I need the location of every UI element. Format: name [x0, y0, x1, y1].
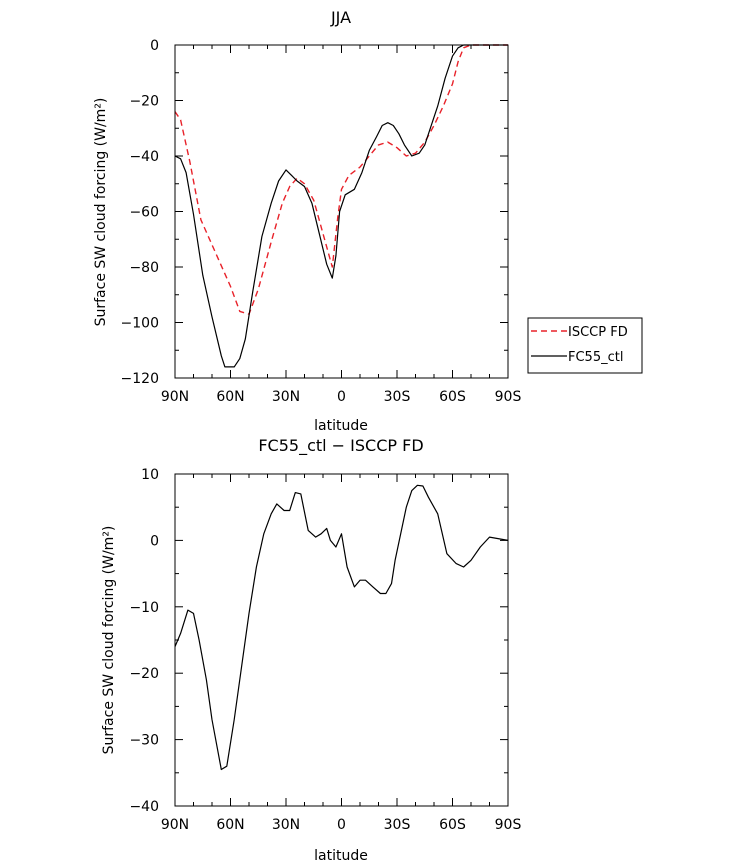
series-line-difference — [174, 484, 509, 771]
series-line-fc55-ctl — [174, 44, 508, 368]
top-chart-plot-frame — [174, 44, 509, 379]
y-tick-label: −30 — [129, 733, 159, 749]
y-tick-label: −80 — [129, 260, 159, 276]
bottom-chart-title: FC55_ctl − ISCCP FD — [258, 436, 423, 456]
x-tick-label: 30N — [272, 389, 300, 405]
y-tick-label: −10 — [129, 600, 159, 616]
y-tick-label: −120 — [121, 371, 159, 387]
top-chart-ticks: 90N 60N 30N 0 30S 60S 90S 0 −20 −40 −60 −80 −100 −120 — [121, 38, 522, 405]
bottom-chart-ylabel: Surface SW cloud forcing (W/m²) — [101, 526, 117, 755]
x-tick-label: 0 — [337, 817, 346, 833]
y-tick-label: −20 — [129, 94, 159, 110]
top-chart-ylabel: Surface SW cloud forcing (W/m²) — [93, 98, 109, 327]
x-tick-label: 60N — [216, 389, 244, 405]
x-tick-label: 90S — [495, 389, 522, 405]
bottom-chart-series — [174, 484, 509, 771]
x-tick-label: 90N — [161, 817, 189, 833]
bottom-chart-xlabel: latitude — [314, 848, 368, 864]
x-tick-label: 60S — [439, 817, 466, 833]
x-tick-label: 30S — [384, 817, 411, 833]
legend-label-isccp-fd: ISCCP FD — [568, 325, 628, 340]
bottom-chart-plot-frame — [174, 473, 509, 807]
y-tick-label: −20 — [129, 666, 159, 682]
y-tick-label: −60 — [129, 205, 159, 221]
x-tick-label: 30N — [272, 817, 300, 833]
x-tick-label: 90N — [161, 389, 189, 405]
top-chart-title: JJA — [330, 8, 351, 27]
x-tick-label: 30S — [384, 389, 411, 405]
y-tick-label: 10 — [141, 467, 159, 483]
legend-box — [527, 317, 643, 374]
y-tick-label: −100 — [121, 316, 159, 332]
x-tick-label: 0 — [337, 389, 346, 405]
top-chart-series — [174, 44, 508, 368]
top-chart-legend: ISCCP FD FC55_ctl — [527, 317, 643, 374]
y-tick-label: −40 — [129, 149, 159, 165]
x-tick-label: 90S — [495, 817, 522, 833]
y-tick-label: 0 — [150, 533, 159, 549]
bottom-chart-panel: FC55_ctl − ISCCP FD 90N 60N 30N 0 30S 60S 90S 1… — [101, 436, 521, 864]
x-tick-label: 60N — [216, 817, 244, 833]
top-chart-panel: JJA 90N 60N 30N 0 30S 60S 90S 0 −20 −40 −60 −80 −100… — [93, 8, 643, 434]
y-tick-label: 0 — [150, 38, 159, 54]
top-chart-xlabel: latitude — [314, 418, 368, 434]
series-line-isccp-fd — [174, 44, 508, 315]
bottom-chart-ticks: 90N 60N 30N 0 30S 60S 90S 10 0 −10 −20 −30 −40 — [129, 467, 521, 833]
x-tick-label: 60S — [439, 389, 466, 405]
legend-label-fc55-ctl: FC55_ctl — [568, 350, 623, 365]
y-tick-label: −40 — [129, 799, 159, 815]
